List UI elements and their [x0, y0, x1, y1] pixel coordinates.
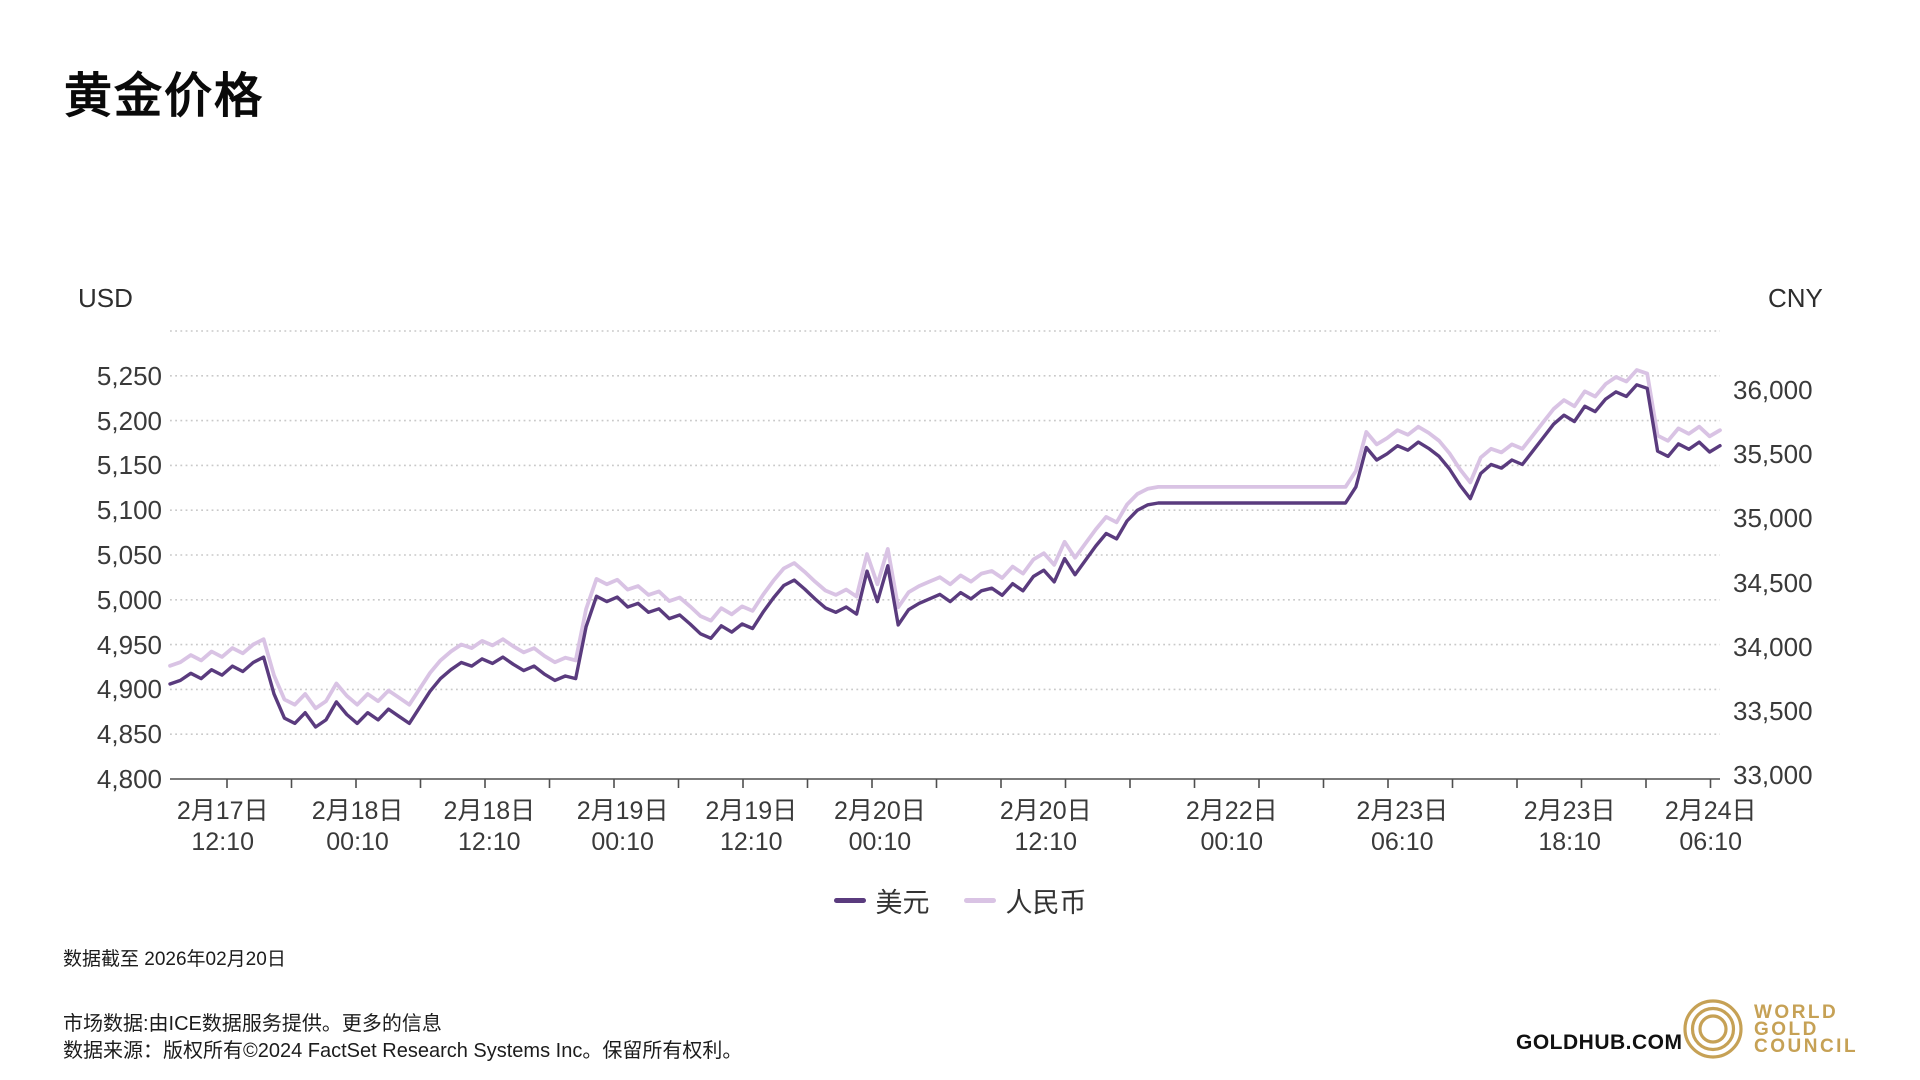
x-axis-label: 2月19日 12:10	[705, 797, 798, 856]
wgc-rings-icon	[1683, 999, 1743, 1059]
x-axis-label: 2月24日 06:10	[1664, 797, 1757, 856]
x-axis-label: 2月17日 12:10	[176, 797, 269, 856]
page-title: 黄金价格	[64, 70, 265, 123]
legend-item-cny[interactable]: 人民币	[963, 881, 1087, 920]
market-data-note: 市场数据:由ICE数据服务提供。更多的信息	[63, 1007, 442, 1036]
goldhub-wordmark: GOLDHUB.COM	[1516, 1031, 1683, 1054]
x-axis-label: 2月19日 00:10	[576, 797, 669, 856]
left-axis-label-4900: 4,900	[96, 674, 162, 705]
x-axis-label: 2月20日 00:10	[834, 797, 926, 856]
x-axis-label: 2月23日 06:10	[1356, 797, 1449, 856]
world-gold-council-logo: WORLD GOLD COUNCIL	[1682, 998, 1858, 1060]
legend-label: 人民币	[1005, 888, 1087, 918]
x-axis-label: 2月18日 00:10	[311, 797, 404, 856]
more-info-link[interactable]: 更多的信息	[341, 1013, 442, 1035]
chart-legend: 美元 人民币	[0, 881, 1920, 920]
right-axis-label-35000: 35,000	[1733, 503, 1813, 534]
left-axis-label-5100: 5,100	[96, 495, 162, 526]
data-as-of-note: 数据截至 2026年02月20日	[63, 949, 286, 970]
wgc-logo-text: WORLD GOLD COUNCIL	[1754, 1001, 1859, 1057]
x-axis-label: 2月18日 12:10	[443, 797, 536, 856]
left-axis-label-5000: 5,000	[96, 584, 162, 615]
x-axis-label: 2月20日 12:10	[999, 797, 1092, 856]
legend-item-usd[interactable]: 美元	[833, 881, 930, 920]
wgc-logo-text-line: COUNCIL	[1754, 1035, 1859, 1057]
legend-swatch-icon	[963, 898, 996, 903]
x-axis-label: 2月23日 18:10	[1523, 797, 1616, 856]
left-axis-label-4800: 4,800	[96, 764, 162, 794]
left-axis-label-5050: 5,050	[96, 540, 162, 570]
left-axis-label-4850: 4,850	[96, 719, 162, 750]
right-axis-label-36000: 36,000	[1733, 375, 1813, 405]
legend-label: 美元	[875, 888, 930, 918]
right-axis-label-35500: 35,500	[1733, 439, 1813, 470]
left-axis-label-4950: 4,950	[96, 629, 162, 660]
market-data-note-text: 市场数据:由ICE数据服务提供。	[63, 1013, 342, 1035]
data-source-note: 数据来源：版权所有©2024 FactSet Research Systems …	[63, 1040, 743, 1062]
right-axis-label-33000: 33,000	[1733, 760, 1813, 790]
usd-price-line	[168, 383, 1722, 729]
cny-price-line	[168, 368, 1722, 711]
legend-swatch-icon	[833, 898, 866, 903]
left-axis-title: USD	[78, 283, 133, 313]
right-axis-title: CNY	[1768, 283, 1823, 313]
left-axis-label-5200: 5,200	[96, 405, 162, 436]
left-axis-label-5150: 5,150	[96, 450, 162, 481]
right-axis-label-34500: 34,500	[1733, 567, 1813, 598]
right-axis-label-33500: 33,500	[1733, 695, 1813, 726]
wgc-logo-text-line: GOLD	[1754, 1018, 1819, 1040]
wgc-logo-text-line: WORLD	[1754, 1001, 1839, 1023]
x-axis-label: 2月22日 00:10	[1185, 797, 1278, 856]
right-axis-label-34000: 34,000	[1733, 631, 1813, 662]
left-axis-label-5250: 5,250	[96, 360, 162, 391]
